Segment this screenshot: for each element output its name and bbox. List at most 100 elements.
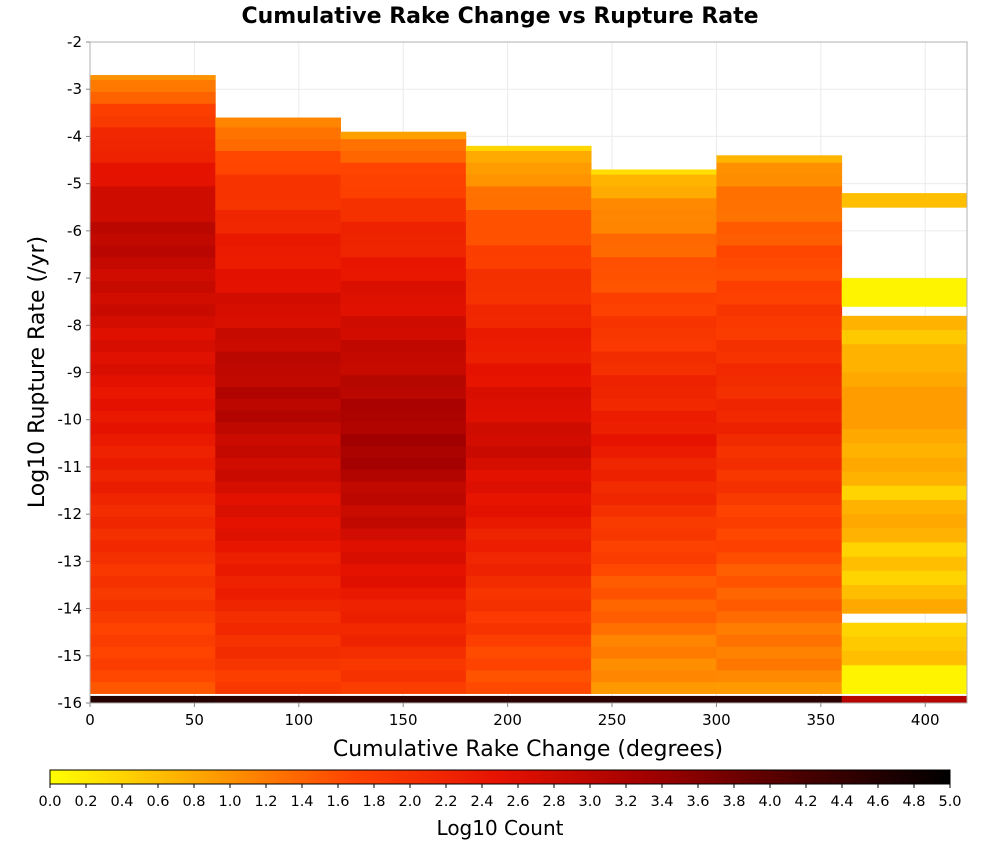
heatmap-cell <box>90 186 216 199</box>
heatmap-cell <box>591 681 717 694</box>
y-tick-label: -4 <box>67 127 82 145</box>
heatmap-cell <box>716 681 843 694</box>
heatmap-cell <box>465 386 592 399</box>
heatmap-cell <box>215 599 341 612</box>
heatmap-cell <box>90 587 216 600</box>
heatmap-cell <box>90 75 216 81</box>
colorbar-tick-label: 5.0 <box>938 794 961 810</box>
y-tick-label: -9 <box>67 364 82 382</box>
heatmap-cell <box>465 599 592 612</box>
heatmap-cell <box>215 233 341 246</box>
y-tick-label: -10 <box>58 411 83 429</box>
heatmap-cell <box>591 245 717 258</box>
heatmap-cell <box>465 315 592 329</box>
x-axis-ticks: 0 50 100 150 200 250 300 350 400 <box>85 703 940 729</box>
heatmap-cell <box>841 599 968 614</box>
heatmap-cell <box>340 422 467 435</box>
heatmap-cell <box>591 599 717 612</box>
heatmap-cell <box>591 280 717 293</box>
y-axis-label: Log10 Rupture Rate (/yr) <box>25 236 50 508</box>
y-tick-label: -11 <box>58 458 83 476</box>
heatmap-cell <box>215 481 341 494</box>
heatmap-cell <box>340 504 467 517</box>
heatmap-cell <box>340 209 467 222</box>
heatmap-cell <box>465 197 592 211</box>
y-tick-label: -15 <box>58 647 83 665</box>
y-tick-label: -3 <box>67 80 82 98</box>
heatmap-cell <box>215 197 341 211</box>
heatmap-cell <box>340 174 467 187</box>
heatmap-cell <box>591 374 717 388</box>
heatmap-cell <box>716 433 843 447</box>
heatmap-cell <box>215 268 341 281</box>
heatmap-cell <box>90 575 216 588</box>
heatmap-cell <box>591 575 717 588</box>
heatmap-cell <box>90 79 216 92</box>
heatmap-cell <box>465 563 592 576</box>
heatmap-cell <box>90 528 216 541</box>
heatmap-cell <box>716 528 843 541</box>
heatmap-cell <box>90 516 216 529</box>
heatmap-cell <box>465 351 592 364</box>
heatmap-cell <box>841 457 968 473</box>
heatmap-cell <box>591 457 717 470</box>
heatmap-cell <box>90 115 216 128</box>
colorbar-tick-label: 1.6 <box>326 794 349 810</box>
y-tick-label: -6 <box>67 222 82 240</box>
heatmap-cell <box>340 221 467 234</box>
heatmap-cell <box>465 587 592 600</box>
heatmap-cell <box>716 351 843 364</box>
colorbar-tick-label: 1.8 <box>362 794 385 810</box>
heatmap-cell <box>465 504 592 517</box>
heatmap-cell <box>716 492 843 506</box>
heatmap-cell <box>591 610 717 624</box>
heatmap-cell <box>340 563 467 576</box>
heatmap-cell <box>465 174 592 187</box>
heatmap-cell <box>340 398 467 411</box>
heatmap-cell <box>591 540 717 553</box>
colorbar-tick-label: 4.4 <box>830 794 853 810</box>
heatmap-cell <box>465 516 592 529</box>
heatmap-cell <box>841 665 968 694</box>
heatmap-cell <box>716 304 843 317</box>
heatmap-cell <box>90 245 216 258</box>
heatmap-cell <box>215 292 341 305</box>
heatmap-cell <box>215 280 341 293</box>
heatmap-cell <box>841 695 968 704</box>
heatmap-cell <box>716 363 843 376</box>
heatmap-cell <box>90 197 216 211</box>
heatmap-cell <box>340 410 467 423</box>
heatmap-cell <box>716 162 843 175</box>
heatmap-cell <box>465 233 592 246</box>
heatmap-cell <box>841 193 968 208</box>
heatmap-cell <box>841 556 968 572</box>
heatmap-cell <box>340 445 467 458</box>
heatmap-cell <box>215 410 341 423</box>
heatmap-cell <box>716 339 843 352</box>
heatmap-cell <box>716 245 843 258</box>
colorbar-tick-label: 0.6 <box>146 794 169 810</box>
heatmap-cell <box>215 398 341 411</box>
heatmap-cell <box>465 410 592 423</box>
heatmap-cell <box>591 469 717 482</box>
heatmap-cell <box>340 304 467 317</box>
heatmap-cell <box>591 327 717 340</box>
heatmap-cell <box>90 126 216 140</box>
heatmap-cell <box>591 169 717 175</box>
heatmap-cell <box>90 162 216 175</box>
heatmap-cell <box>340 197 467 211</box>
heatmap-cell <box>90 481 216 494</box>
y-axis-ticks: -2 -3 -4 -5 -6 -7 -8 -9 -10 -11 -12 -13 -14 -15 -16 <box>58 33 90 712</box>
heatmap-cell <box>841 542 968 558</box>
heatmap-cell <box>90 610 216 624</box>
colorbar-tick-label: 1.0 <box>218 794 241 810</box>
heatmap-cell <box>90 386 216 399</box>
heatmap-cell <box>90 280 216 293</box>
x-axis-label: Cumulative Rake Change (degrees) <box>333 737 723 762</box>
heatmap-cell <box>215 540 341 553</box>
heatmap-cell <box>716 174 843 187</box>
heatmap-cell <box>215 469 341 482</box>
heatmap-cell <box>215 304 341 317</box>
heatmap-cell <box>465 681 592 694</box>
heatmap-cell <box>465 658 592 671</box>
